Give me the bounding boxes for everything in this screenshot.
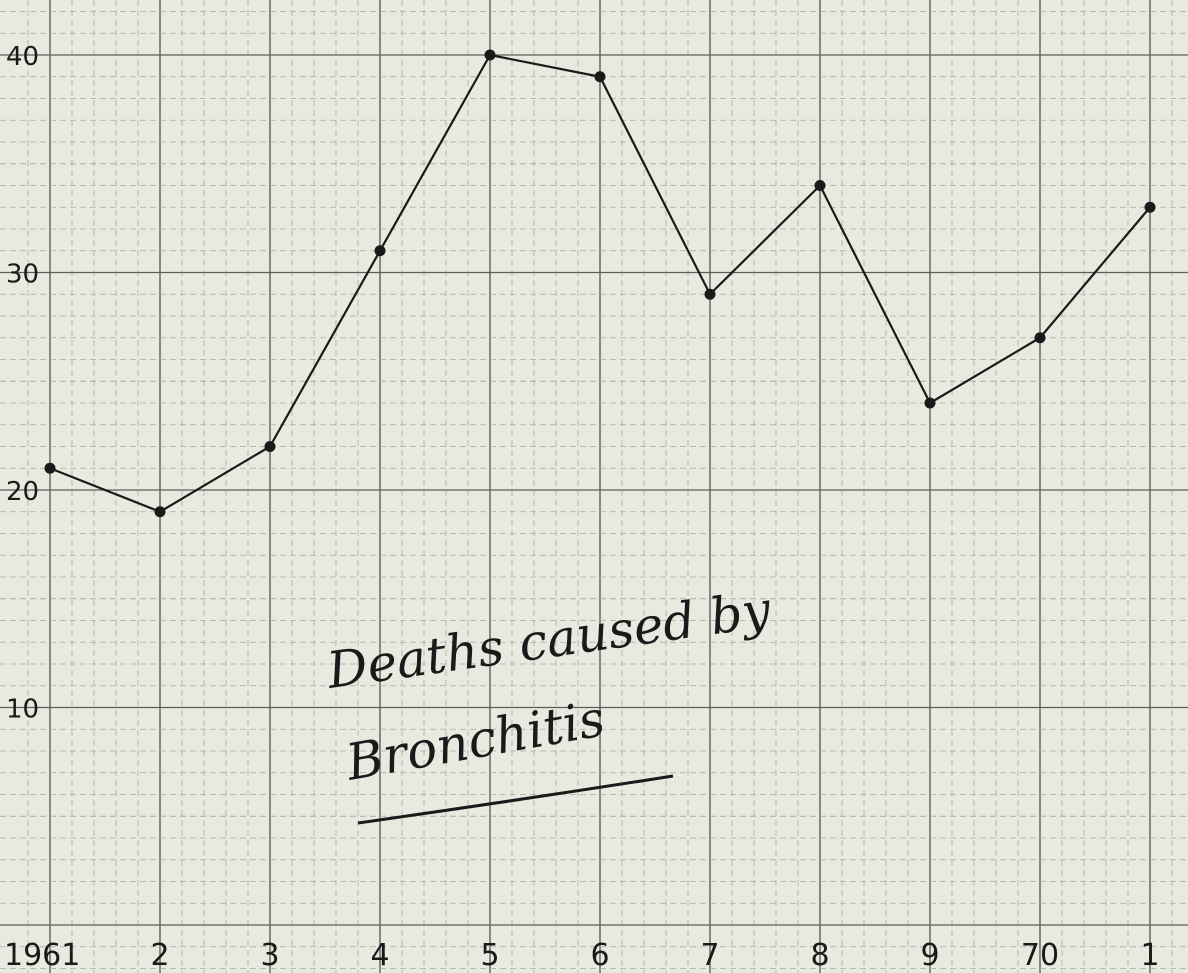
x-tick-label-3: 3 [260, 938, 279, 973]
series-line [44, 49, 1156, 518]
data-point-1965 [484, 49, 496, 61]
data-point-1963 [264, 441, 276, 452]
data-point-1964 [374, 245, 386, 257]
x-tick-label-70: 70 [1021, 938, 1059, 973]
x-axis-ticks: 1961 2 3 4 5 6 7 8 9 70 1 [4, 938, 1160, 973]
data-point-1966 [594, 71, 606, 83]
data-point-1971 [1144, 201, 1156, 213]
y-tick-label-30: 30 [6, 260, 39, 290]
title-underline [357, 774, 674, 825]
data-point-1969 [924, 397, 936, 409]
data-point-1962 [154, 506, 166, 518]
x-tick-label-7: 7 [700, 938, 719, 973]
data-point-1968 [814, 180, 826, 191]
x-tick-label-6: 6 [590, 938, 609, 973]
x-tick-label-1: 1 [1140, 938, 1159, 973]
data-point-1970 [1034, 332, 1046, 344]
y-tick-label-20: 20 [6, 477, 39, 507]
x-tick-label-1961: 1961 [4, 938, 80, 973]
x-tick-label-5: 5 [480, 938, 499, 973]
x-tick-label-9: 9 [920, 938, 939, 973]
data-point-1967 [704, 288, 716, 300]
y-tick-label-10: 10 [6, 695, 39, 725]
x-tick-label-2: 2 [150, 938, 169, 973]
x-tick-label-8: 8 [810, 938, 829, 973]
y-tick-label-40: 40 [6, 42, 39, 72]
x-tick-label-4: 4 [370, 938, 389, 973]
y-axis-ticks: 10 20 30 40 [6, 42, 39, 725]
data-point-1961 [44, 462, 56, 474]
